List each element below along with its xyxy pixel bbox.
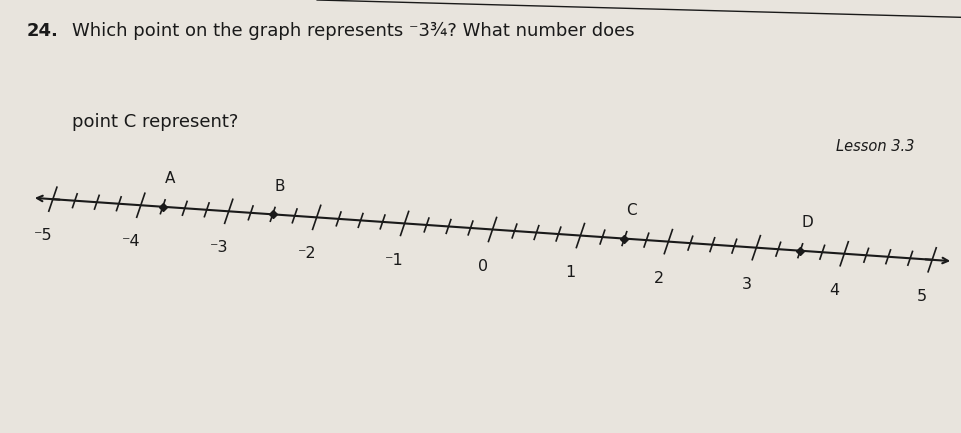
Text: D: D [801,215,813,230]
Text: 4: 4 [829,283,839,298]
Text: ⁻3: ⁻3 [209,240,228,255]
Text: ⁻1: ⁻1 [385,252,404,268]
Text: Which point on the graph represents ⁻3¾? What number does: Which point on the graph represents ⁻3¾?… [72,22,634,40]
Text: 3: 3 [742,277,752,292]
Text: B: B [275,179,284,194]
Text: 2: 2 [653,271,663,286]
Text: 0: 0 [478,259,487,274]
Text: ⁻2: ⁻2 [298,246,316,262]
Text: A: A [164,171,175,186]
Text: ⁻5: ⁻5 [34,228,52,243]
Text: point C represent?: point C represent? [72,113,238,131]
Text: 24.: 24. [27,22,59,40]
Text: C: C [626,203,637,218]
Text: Lesson 3.3: Lesson 3.3 [836,139,915,154]
Text: ⁻4: ⁻4 [122,234,140,249]
Text: 5: 5 [917,289,927,304]
Text: 1: 1 [565,265,576,280]
